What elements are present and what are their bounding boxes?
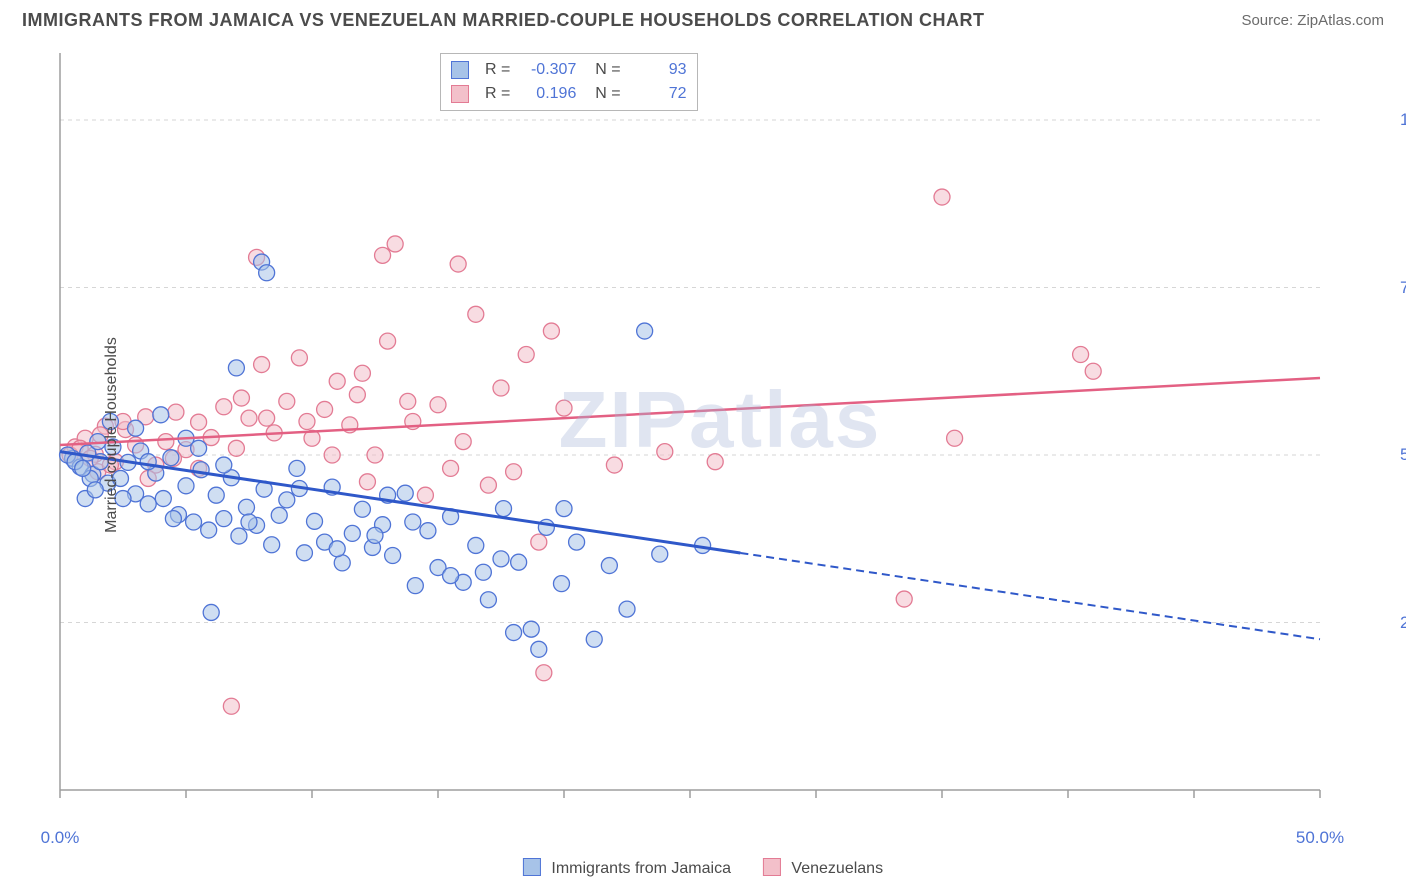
y-axis-label: Married-couple Households [103,337,121,533]
x-tick-label: 0.0% [41,828,80,848]
source-label: Source: ZipAtlas.com [1241,12,1384,29]
chart-area: Married-couple Households ZIPatlas R = -… [50,50,1390,820]
series-a-name: Immigrants from Jamaica [551,860,731,877]
legend-row-a: R = -0.307 N = 93 [451,58,687,82]
legend-row-b: R = 0.196 N = 72 [451,82,687,106]
y-tick-label: 100.0% [1400,110,1406,130]
legend-item-b: Venezuelans [763,858,883,878]
n-value-a: 93 [631,58,687,82]
r-value-a: -0.307 [520,58,576,82]
y-tick-label: 25.0% [1400,613,1406,633]
y-tick-label: 75.0% [1400,278,1406,298]
n-label: N = [586,82,620,106]
series-b-name: Venezuelans [791,860,883,877]
series-legend: Immigrants from Jamaica Venezuelans [523,858,883,878]
legend-swatch-b [451,85,469,103]
correlation-legend: R = -0.307 N = 93 R = 0.196 N = 72 [440,53,698,111]
legend-swatch-b-bottom [763,858,781,876]
x-tick-label: 50.0% [1296,828,1344,848]
legend-swatch-a [451,61,469,79]
legend-item-a: Immigrants from Jamaica [523,858,731,878]
n-value-b: 72 [631,82,687,106]
scatter-chart-svg [50,50,1390,820]
chart-title: IMMIGRANTS FROM JAMAICA VS VENEZUELAN MA… [22,10,985,31]
r-value-b: 0.196 [520,82,576,106]
y-tick-label: 50.0% [1400,445,1406,465]
legend-swatch-a-bottom [523,858,541,876]
r-label: R = [485,82,510,106]
r-label: R = [485,58,510,82]
n-label: N = [586,58,620,82]
